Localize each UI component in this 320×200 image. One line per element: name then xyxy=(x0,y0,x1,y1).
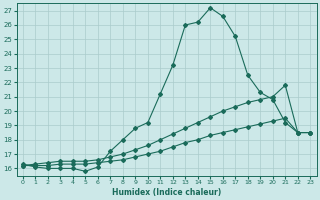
X-axis label: Humidex (Indice chaleur): Humidex (Indice chaleur) xyxy=(112,188,221,197)
